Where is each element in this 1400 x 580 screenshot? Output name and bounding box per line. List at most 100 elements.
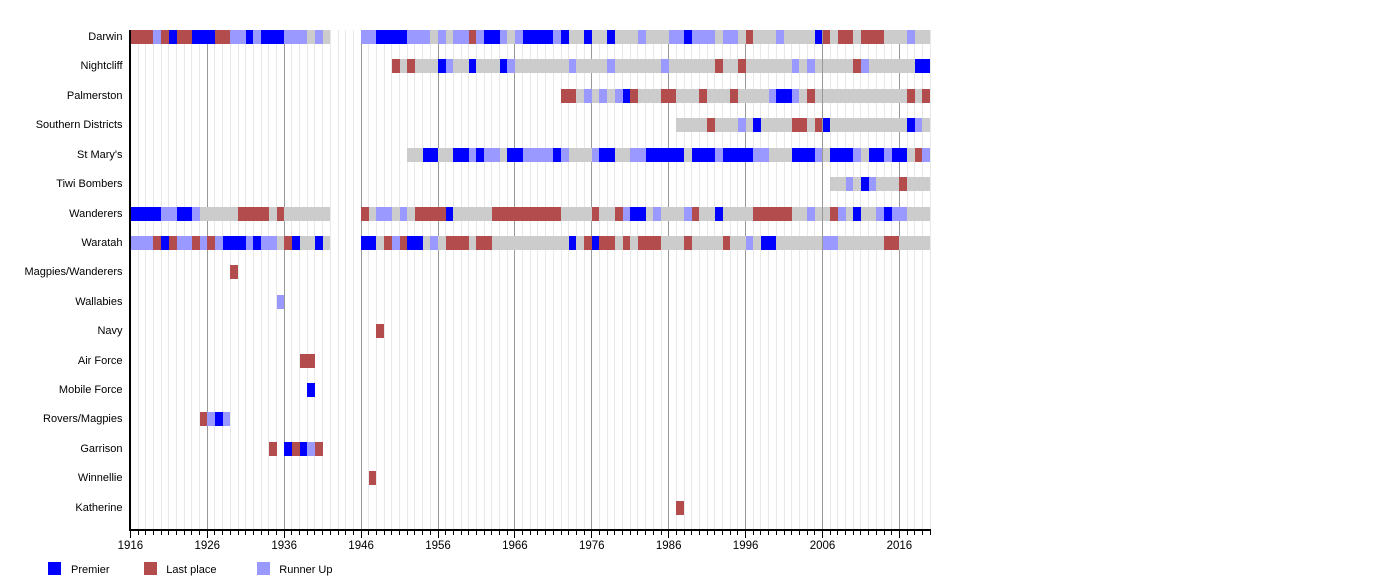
timeline-cell — [668, 30, 677, 44]
timeline-cell — [207, 412, 215, 427]
timeline-cell — [876, 88, 885, 103]
timeline-cell — [138, 30, 146, 44]
x-axis-tick — [352, 531, 354, 535]
timeline-cell — [814, 206, 823, 221]
timeline-cell — [914, 88, 923, 103]
timeline-cell — [307, 441, 315, 456]
timeline-cell — [814, 147, 823, 162]
x-axis-tick — [491, 531, 493, 535]
timeline-cell — [630, 30, 638, 44]
timeline-cell — [899, 206, 908, 221]
gridline-1999 — [768, 30, 770, 530]
timeline-cell — [753, 30, 761, 44]
x-axis-tick — [806, 531, 808, 535]
timeline-cell — [699, 235, 708, 250]
gridline-1990 — [698, 30, 700, 530]
timeline-cell — [914, 177, 923, 192]
timeline-cell — [914, 235, 923, 250]
timeline-cell — [561, 235, 569, 250]
timeline-cell — [884, 30, 892, 44]
timeline-cell — [822, 30, 831, 44]
timeline-cell — [522, 235, 531, 250]
timeline-cell — [284, 441, 292, 456]
timeline-cell — [168, 30, 177, 44]
x-axis-tick — [237, 531, 239, 535]
timeline-cell — [699, 118, 708, 133]
x-axis-tick — [737, 531, 739, 535]
timeline-cell — [722, 59, 731, 74]
gridline-2009 — [845, 30, 847, 530]
timeline-cell — [461, 30, 469, 44]
timeline-cell — [291, 441, 300, 456]
timeline-cell — [499, 147, 508, 162]
timeline-cell — [876, 235, 885, 250]
timeline-cell — [776, 30, 785, 44]
timeline-cell — [707, 88, 715, 103]
timeline-cell — [807, 206, 815, 221]
timeline-cell — [207, 30, 215, 44]
x-axis-tick — [768, 531, 770, 535]
timeline-cell — [622, 206, 631, 221]
timeline-cell — [668, 206, 677, 221]
timeline-cell — [445, 30, 454, 44]
timeline-cell — [445, 59, 454, 74]
timeline-cell — [368, 206, 377, 221]
gridline-1917 — [137, 30, 139, 530]
timeline-cell — [868, 59, 877, 74]
timeline-cell — [745, 118, 754, 133]
x-axis-tick — [475, 531, 477, 535]
timeline-cell — [576, 235, 585, 250]
x-axis-tick — [199, 531, 201, 535]
timeline-cell — [699, 88, 708, 103]
timeline-cell — [145, 206, 154, 221]
timeline-cell — [314, 206, 323, 221]
timeline-cell — [414, 59, 423, 74]
x-axis-tick — [852, 531, 854, 535]
timeline-cell — [614, 30, 623, 44]
timeline-cell — [661, 206, 669, 221]
row-label-3: Southern Districts — [35, 119, 123, 132]
timeline-cell — [776, 118, 785, 133]
gridline-1928 — [222, 30, 224, 530]
timeline-cell — [807, 59, 815, 74]
timeline-cell — [561, 30, 569, 44]
timeline-cell — [830, 177, 838, 192]
gridline-1996 — [745, 30, 747, 530]
timeline-cell — [153, 206, 162, 221]
timeline-cell — [768, 30, 777, 44]
x-axis-tick — [729, 531, 731, 535]
timeline-cell — [830, 30, 838, 44]
timeline-cell — [653, 88, 661, 103]
timeline-cell — [699, 147, 708, 162]
timeline-cell — [914, 30, 923, 44]
x-axis-tick — [791, 531, 793, 535]
gridline-1993 — [722, 30, 724, 530]
timeline-cell — [753, 147, 761, 162]
timeline-cell — [584, 206, 592, 221]
timeline-cell — [907, 147, 915, 162]
x-axis-tick — [399, 531, 401, 535]
timeline-cell — [468, 30, 477, 44]
timeline-cell — [899, 235, 908, 250]
gridline-1971 — [552, 30, 554, 530]
timeline-cell — [914, 118, 923, 133]
timeline-cell — [684, 59, 692, 74]
timeline-cell — [268, 30, 277, 44]
timeline-cell — [645, 206, 654, 221]
timeline-cell — [730, 147, 738, 162]
x-axis-tick — [568, 531, 570, 535]
x-axis-tick — [322, 531, 324, 535]
timeline-cell — [138, 235, 146, 250]
timeline-cell — [438, 206, 446, 221]
gridline-1984 — [652, 30, 654, 530]
timeline-cell — [837, 88, 846, 103]
timeline-cell — [430, 30, 438, 44]
timeline-cell — [484, 30, 492, 44]
gridline-2011 — [860, 30, 862, 530]
timeline-cell — [860, 147, 869, 162]
timeline-cell — [307, 206, 315, 221]
timeline-cell — [814, 118, 823, 133]
timeline-cell — [653, 59, 661, 74]
timeline-cell — [184, 206, 192, 221]
timeline-cell — [922, 59, 931, 74]
